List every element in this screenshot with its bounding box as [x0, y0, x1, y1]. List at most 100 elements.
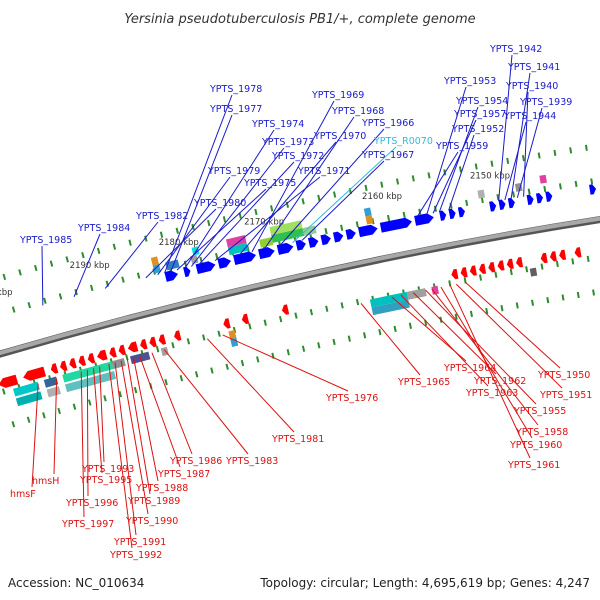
forward-gene-label[interactable]: YPTS_1974	[251, 119, 304, 130]
scale-tick	[81, 251, 85, 259]
scale-tick	[238, 212, 242, 219]
reverse-gene-label[interactable]: YPTS_1987	[157, 469, 210, 480]
forward-gene-label[interactable]: YPTS_1972	[271, 151, 324, 162]
scale-tick	[525, 266, 529, 273]
reverse-label-leader	[425, 289, 537, 405]
forward-label-leader	[164, 94, 233, 274]
reverse-gene-label[interactable]: YPTS_1992	[109, 550, 162, 561]
reverse-gene-label[interactable]: YPTS_1964	[443, 363, 496, 374]
reverse-gene-label[interactable]: YPTS_1990	[125, 516, 178, 527]
forward-gene-label[interactable]: YPTS_1959	[435, 141, 488, 152]
reverse-gene-label[interactable]: YPTS_1988	[135, 483, 188, 494]
forward-gene-label[interactable]: YPTS_1970	[313, 131, 366, 142]
feature-block	[13, 381, 40, 397]
reverse-gene	[497, 260, 505, 271]
reverse-label-leader	[126, 359, 151, 495]
forward-gene-label[interactable]: YPTS_1954	[455, 96, 508, 107]
scale-tick	[2, 273, 7, 281]
scale-tick	[317, 342, 321, 349]
reverse-gene-label[interactable]: YPTS_1983	[225, 456, 278, 467]
forward-gene-label[interactable]: YPTS_1939	[519, 97, 572, 108]
reverse-label-leader	[133, 357, 159, 482]
reverse-gene-label[interactable]: YPTS_1997	[61, 519, 114, 530]
reverse-gene-label[interactable]: YPTS_1965	[397, 377, 450, 388]
reverse-gene-label[interactable]: YPTS_1996	[65, 498, 118, 509]
forward-gene-label[interactable]: YPTS_1968	[331, 106, 384, 117]
forward-gene-label[interactable]: YPTS_1944	[503, 111, 556, 122]
scale-tick	[380, 181, 384, 188]
forward-gene-label[interactable]: YPTS_1978	[209, 84, 262, 95]
forward-gene-label[interactable]: YPTS_1957	[453, 109, 506, 120]
scale-tick	[164, 378, 168, 386]
reverse-gene-label[interactable]: YPTS_1991	[113, 537, 166, 548]
forward-gene-label[interactable]: YPTS_1967	[361, 150, 414, 161]
feature-block	[259, 237, 274, 248]
scale-tick	[485, 307, 489, 315]
forward-gene-label[interactable]: YPTS_1942	[489, 44, 542, 55]
reverse-gene-label[interactable]: YPTS_1961	[507, 460, 560, 471]
reverse-gene-label[interactable]: YPTS_1951	[539, 390, 592, 401]
reverse-label-leader	[449, 285, 531, 459]
forward-gene-label[interactable]: YPTS_1953	[443, 76, 496, 87]
scale-tick	[386, 214, 391, 222]
reverse-gene-label[interactable]: hmsF	[10, 489, 36, 500]
forward-gene-label[interactable]: YPTS_1940	[505, 81, 558, 92]
reverse-gene	[549, 251, 557, 262]
reverse-gene-label[interactable]: YPTS_1986	[169, 456, 222, 467]
reverse-gene-label[interactable]: hmsH	[32, 476, 59, 487]
kbp-marker-label: 2190 kbp	[70, 261, 110, 271]
feature-block	[43, 376, 59, 388]
scale-tick	[294, 312, 298, 319]
forward-gene-label[interactable]: YPTS_1971	[297, 166, 350, 177]
forward-gene-label[interactable]: YPTS_1979	[207, 166, 260, 177]
reverse-gene-label[interactable]: YPTS_1963	[465, 388, 518, 399]
forward-gene-label[interactable]: YPTS_1952	[451, 124, 504, 135]
scale-tick	[448, 280, 452, 287]
forward-gene-label[interactable]: YPTS_1977	[209, 104, 262, 115]
scale-tick	[248, 323, 252, 330]
forward-gene-label[interactable]: YPTS_1985	[19, 235, 72, 246]
map-title: Yersinia pseudotuberculosis PB1/+, compl…	[124, 12, 475, 27]
forward-gene	[345, 229, 356, 240]
forward-gene-label[interactable]: YPTS_R0070	[373, 136, 433, 147]
reverse-gene-label[interactable]: YPTS_1976	[325, 393, 378, 404]
reverse-gene-label[interactable]: YPTS_1993	[81, 464, 134, 475]
forward-gene-label[interactable]: YPTS_1941	[507, 62, 560, 73]
forward-gene-label[interactable]: YPTS_1980	[193, 198, 246, 209]
reverse-gene-label[interactable]: YPTS_1981	[271, 434, 324, 445]
forward-gene	[448, 208, 456, 220]
scale-tick	[270, 205, 274, 212]
forward-gene	[258, 247, 275, 260]
reverse-gene-label[interactable]: YPTS_1995	[79, 475, 132, 486]
reverse-label-leader	[455, 283, 563, 389]
feature-block	[371, 299, 410, 316]
scale-tick	[569, 147, 573, 154]
reverse-gene	[78, 355, 87, 366]
reverse-label-leader	[412, 292, 497, 375]
forward-gene-label[interactable]: YPTS_1973	[261, 137, 314, 148]
reverse-gene-label[interactable]: YPTS_1950	[537, 370, 590, 381]
scale-tick	[263, 319, 267, 326]
reverse-gene-label[interactable]: YPTS_1962	[473, 376, 526, 387]
scale-tick	[1, 388, 6, 395]
reverse-gene-label[interactable]: YPTS_1960	[509, 440, 562, 451]
forward-gene	[295, 239, 306, 251]
reverse-gene-label[interactable]: YPTS_1955	[513, 406, 566, 417]
scale-tick	[324, 227, 328, 235]
forward-gene-label[interactable]: YPTS_1975	[243, 178, 296, 189]
reverse-gene-label[interactable]: YPTS_1958	[515, 427, 568, 438]
scale-tick	[27, 301, 32, 309]
scale-tick	[500, 305, 504, 312]
forward-label-leader	[214, 176, 321, 261]
forward-gene-label[interactable]: YPTS_1984	[77, 223, 130, 234]
scale-tick	[424, 319, 428, 326]
reverse-gene-label[interactable]: YPTS_1989	[127, 496, 180, 507]
forward-label-leader	[426, 86, 467, 215]
forward-gene-label[interactable]: YPTS_1966	[361, 118, 414, 129]
scale-tick	[408, 322, 412, 329]
scale-tick	[309, 308, 314, 316]
forward-gene-label[interactable]: YPTS_1969	[311, 90, 364, 101]
reverse-gene	[488, 261, 496, 273]
forward-gene-label[interactable]: YPTS_1982	[135, 211, 188, 222]
scale-tick	[458, 166, 463, 173]
